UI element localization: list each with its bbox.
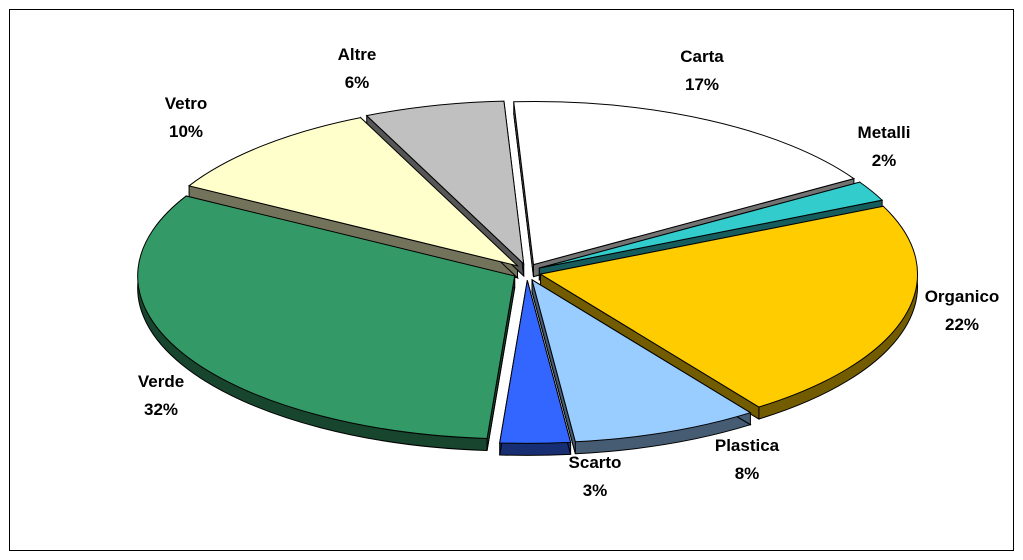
slice-verde: [137, 195, 516, 440]
slice-value-verde: 32%: [144, 400, 178, 419]
pie-labels: Carta 17% Metalli 2% Organico 22% Plastica 8% Sc…: [138, 45, 999, 500]
pie-faces: [137, 100, 919, 444]
slice-label-verde: Verde: [138, 372, 184, 391]
slice-carta: [513, 101, 856, 266]
slice-value-scarto: 3%: [583, 481, 608, 500]
slice-label-scarto: Scarto: [569, 453, 622, 472]
slice-label-organico: Organico: [925, 287, 1000, 306]
slice-organico: [539, 205, 919, 408]
slice-value-altre: 6%: [345, 73, 370, 92]
chart-frame: Carta 17% Metalli 2% Organico 22% Plastica 8% Sc…: [9, 9, 1014, 551]
slice-value-plastica: 8%: [735, 464, 760, 483]
slice-value-carta: 17%: [685, 75, 719, 94]
slice-label-carta: Carta: [680, 47, 724, 66]
slice-scarto: [499, 280, 572, 444]
slice-plastica: [531, 278, 752, 443]
slice-value-metalli: 2%: [872, 151, 897, 170]
slice-altre: [365, 100, 525, 266]
slice-value-vetro: 10%: [169, 122, 203, 141]
pie-chart: Carta 17% Metalli 2% Organico 22% Plastica 8% Sc…: [137, 45, 999, 500]
slice-label-vetro: Vetro: [165, 94, 208, 113]
slice-metalli: [539, 181, 884, 269]
slice-vetro: [187, 117, 520, 267]
slice-label-plastica: Plastica: [715, 436, 780, 455]
slice-value-organico: 22%: [945, 315, 979, 334]
slice-label-altre: Altre: [338, 45, 377, 64]
slice-label-metalli: Metalli: [858, 123, 911, 142]
